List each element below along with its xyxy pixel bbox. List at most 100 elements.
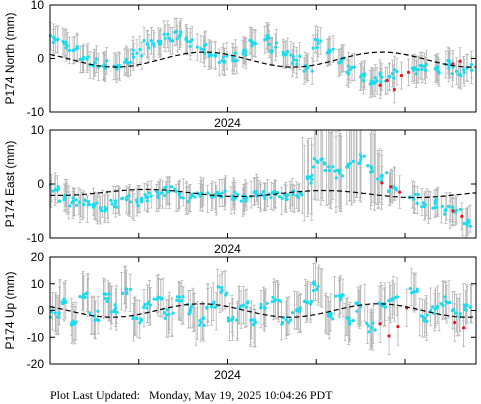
data-point bbox=[462, 221, 466, 226]
data-point bbox=[392, 186, 397, 190]
data-point bbox=[114, 199, 118, 203]
data-point bbox=[287, 320, 291, 324]
data-point bbox=[135, 200, 139, 204]
x-tick-label: 2024 bbox=[214, 368, 241, 382]
data-point bbox=[315, 38, 320, 42]
data-point bbox=[284, 318, 288, 322]
data-point bbox=[147, 191, 151, 195]
data-point bbox=[319, 39, 323, 43]
data-point bbox=[422, 64, 427, 69]
data-point bbox=[80, 295, 85, 299]
data-point bbox=[199, 47, 203, 51]
data-point bbox=[136, 204, 140, 208]
data-point bbox=[244, 50, 248, 54]
data-point bbox=[360, 73, 364, 77]
data-point bbox=[211, 195, 215, 199]
data-point bbox=[213, 53, 217, 57]
data-point bbox=[121, 196, 125, 200]
data-point bbox=[265, 301, 269, 305]
data-point-recent bbox=[389, 185, 393, 189]
data-point bbox=[202, 323, 206, 327]
data-point bbox=[202, 316, 206, 320]
data-point bbox=[72, 48, 77, 52]
data-point bbox=[334, 294, 338, 298]
data-point-recent bbox=[380, 181, 384, 185]
data-point bbox=[468, 224, 473, 228]
data-point bbox=[362, 74, 366, 78]
data-point bbox=[51, 189, 55, 193]
model-curve bbox=[49, 51, 477, 68]
data-point bbox=[81, 57, 85, 62]
data-point bbox=[131, 316, 135, 321]
data-point bbox=[270, 299, 274, 304]
panel-2: -10 0 10 2024 P174 East (mm) bbox=[3, 123, 477, 256]
data-point bbox=[95, 317, 100, 322]
data-point bbox=[450, 72, 454, 76]
data-point bbox=[280, 322, 284, 326]
data-point bbox=[454, 69, 459, 73]
data-point bbox=[371, 321, 375, 325]
data-point-recent bbox=[451, 62, 455, 66]
data-point bbox=[109, 198, 113, 203]
data-point bbox=[345, 165, 349, 169]
data-point bbox=[135, 51, 139, 55]
data-point bbox=[433, 206, 437, 210]
data-point bbox=[270, 191, 274, 195]
data-point bbox=[384, 171, 389, 175]
data-point bbox=[370, 81, 374, 86]
data-point bbox=[84, 291, 89, 295]
data-point bbox=[180, 299, 184, 303]
data-point bbox=[316, 284, 320, 289]
data-point bbox=[424, 62, 429, 66]
data-point bbox=[308, 302, 313, 306]
data-point bbox=[463, 305, 467, 309]
data-point bbox=[414, 72, 418, 76]
data-point bbox=[437, 71, 441, 75]
data-point bbox=[147, 46, 151, 50]
y-tick-label: -10 bbox=[27, 231, 45, 245]
data-point bbox=[235, 318, 239, 322]
data-point bbox=[51, 308, 55, 312]
data-point bbox=[216, 285, 220, 289]
data-point bbox=[435, 67, 439, 72]
data-point bbox=[83, 295, 87, 300]
data-point bbox=[57, 311, 61, 315]
data-point bbox=[337, 171, 341, 175]
data-point bbox=[387, 189, 391, 193]
data-point bbox=[299, 193, 304, 197]
data-point bbox=[311, 46, 315, 50]
data-point bbox=[86, 55, 90, 59]
data-point bbox=[250, 43, 254, 48]
data-point bbox=[265, 37, 269, 41]
data-point bbox=[115, 205, 119, 209]
data-point bbox=[329, 314, 333, 319]
data-point bbox=[145, 199, 149, 203]
data-point bbox=[77, 200, 81, 204]
data-point bbox=[297, 308, 302, 312]
data-point bbox=[171, 39, 175, 43]
data-point bbox=[331, 47, 335, 51]
data-point bbox=[458, 312, 462, 316]
data-point bbox=[103, 296, 107, 301]
data-point bbox=[283, 53, 287, 57]
data-point bbox=[265, 34, 269, 38]
data-point bbox=[78, 295, 82, 299]
data-point bbox=[241, 52, 245, 56]
data-point bbox=[163, 185, 168, 189]
data-point bbox=[408, 286, 412, 291]
y-tick-label: -10 bbox=[27, 105, 45, 119]
data-point bbox=[56, 315, 60, 319]
data-point bbox=[189, 305, 194, 309]
data-point bbox=[142, 305, 146, 309]
x-tick-label: 2024 bbox=[214, 116, 241, 130]
data-point bbox=[447, 66, 451, 70]
data-point bbox=[429, 308, 433, 312]
data-point bbox=[310, 299, 314, 304]
data-point bbox=[178, 32, 182, 36]
data-point bbox=[305, 174, 309, 179]
data-point bbox=[463, 308, 467, 312]
y-tick-label: 0 bbox=[37, 52, 44, 66]
data-point bbox=[383, 305, 388, 309]
data-point bbox=[73, 320, 77, 324]
data-point bbox=[186, 200, 191, 204]
